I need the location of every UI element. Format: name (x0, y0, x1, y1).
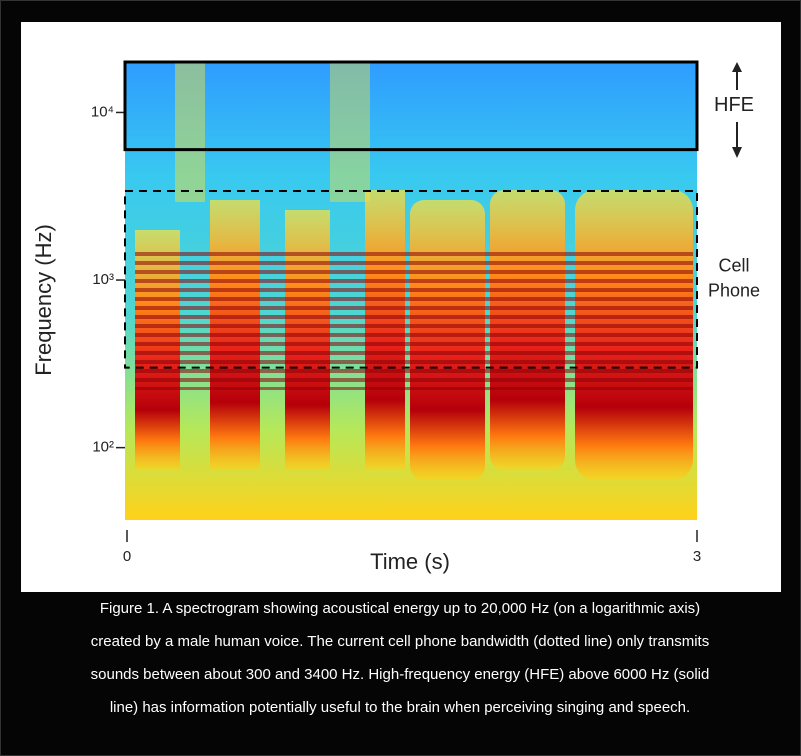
y-axis-label: Frequency (Hz) (31, 224, 56, 376)
region-box (124, 189, 698, 369)
caption-line: line) has information potentially useful… (110, 699, 690, 716)
caption-line: Figure 1. A spectrogram showing acoustic… (100, 600, 700, 617)
hfe-arrows (732, 62, 742, 158)
plot: 10² 10³ 10⁴ 0 3 HFE Cell Phone (91, 60, 760, 565)
region-label: Cell (718, 256, 749, 276)
x-tick-label: 3 (693, 548, 701, 565)
caption-line: created by a male human voice. The curre… (91, 633, 709, 650)
y-tick-label: 10⁴ (91, 103, 114, 120)
caption: Figure 1. A spectrogram showing acoustic… (91, 600, 710, 716)
x-tick-label: 0 (123, 548, 131, 565)
caption-line: sounds between about 300 and 3400 Hz. Hi… (91, 666, 710, 683)
x-axis-label: Time (s) (370, 549, 450, 574)
region-box (123, 60, 699, 152)
region-label: HFE (714, 94, 754, 116)
spectrogram-texture (125, 62, 697, 520)
region-label: Phone (708, 281, 760, 301)
y-tick-label: 10² (92, 439, 114, 456)
y-tick-label: 10³ (92, 271, 114, 288)
